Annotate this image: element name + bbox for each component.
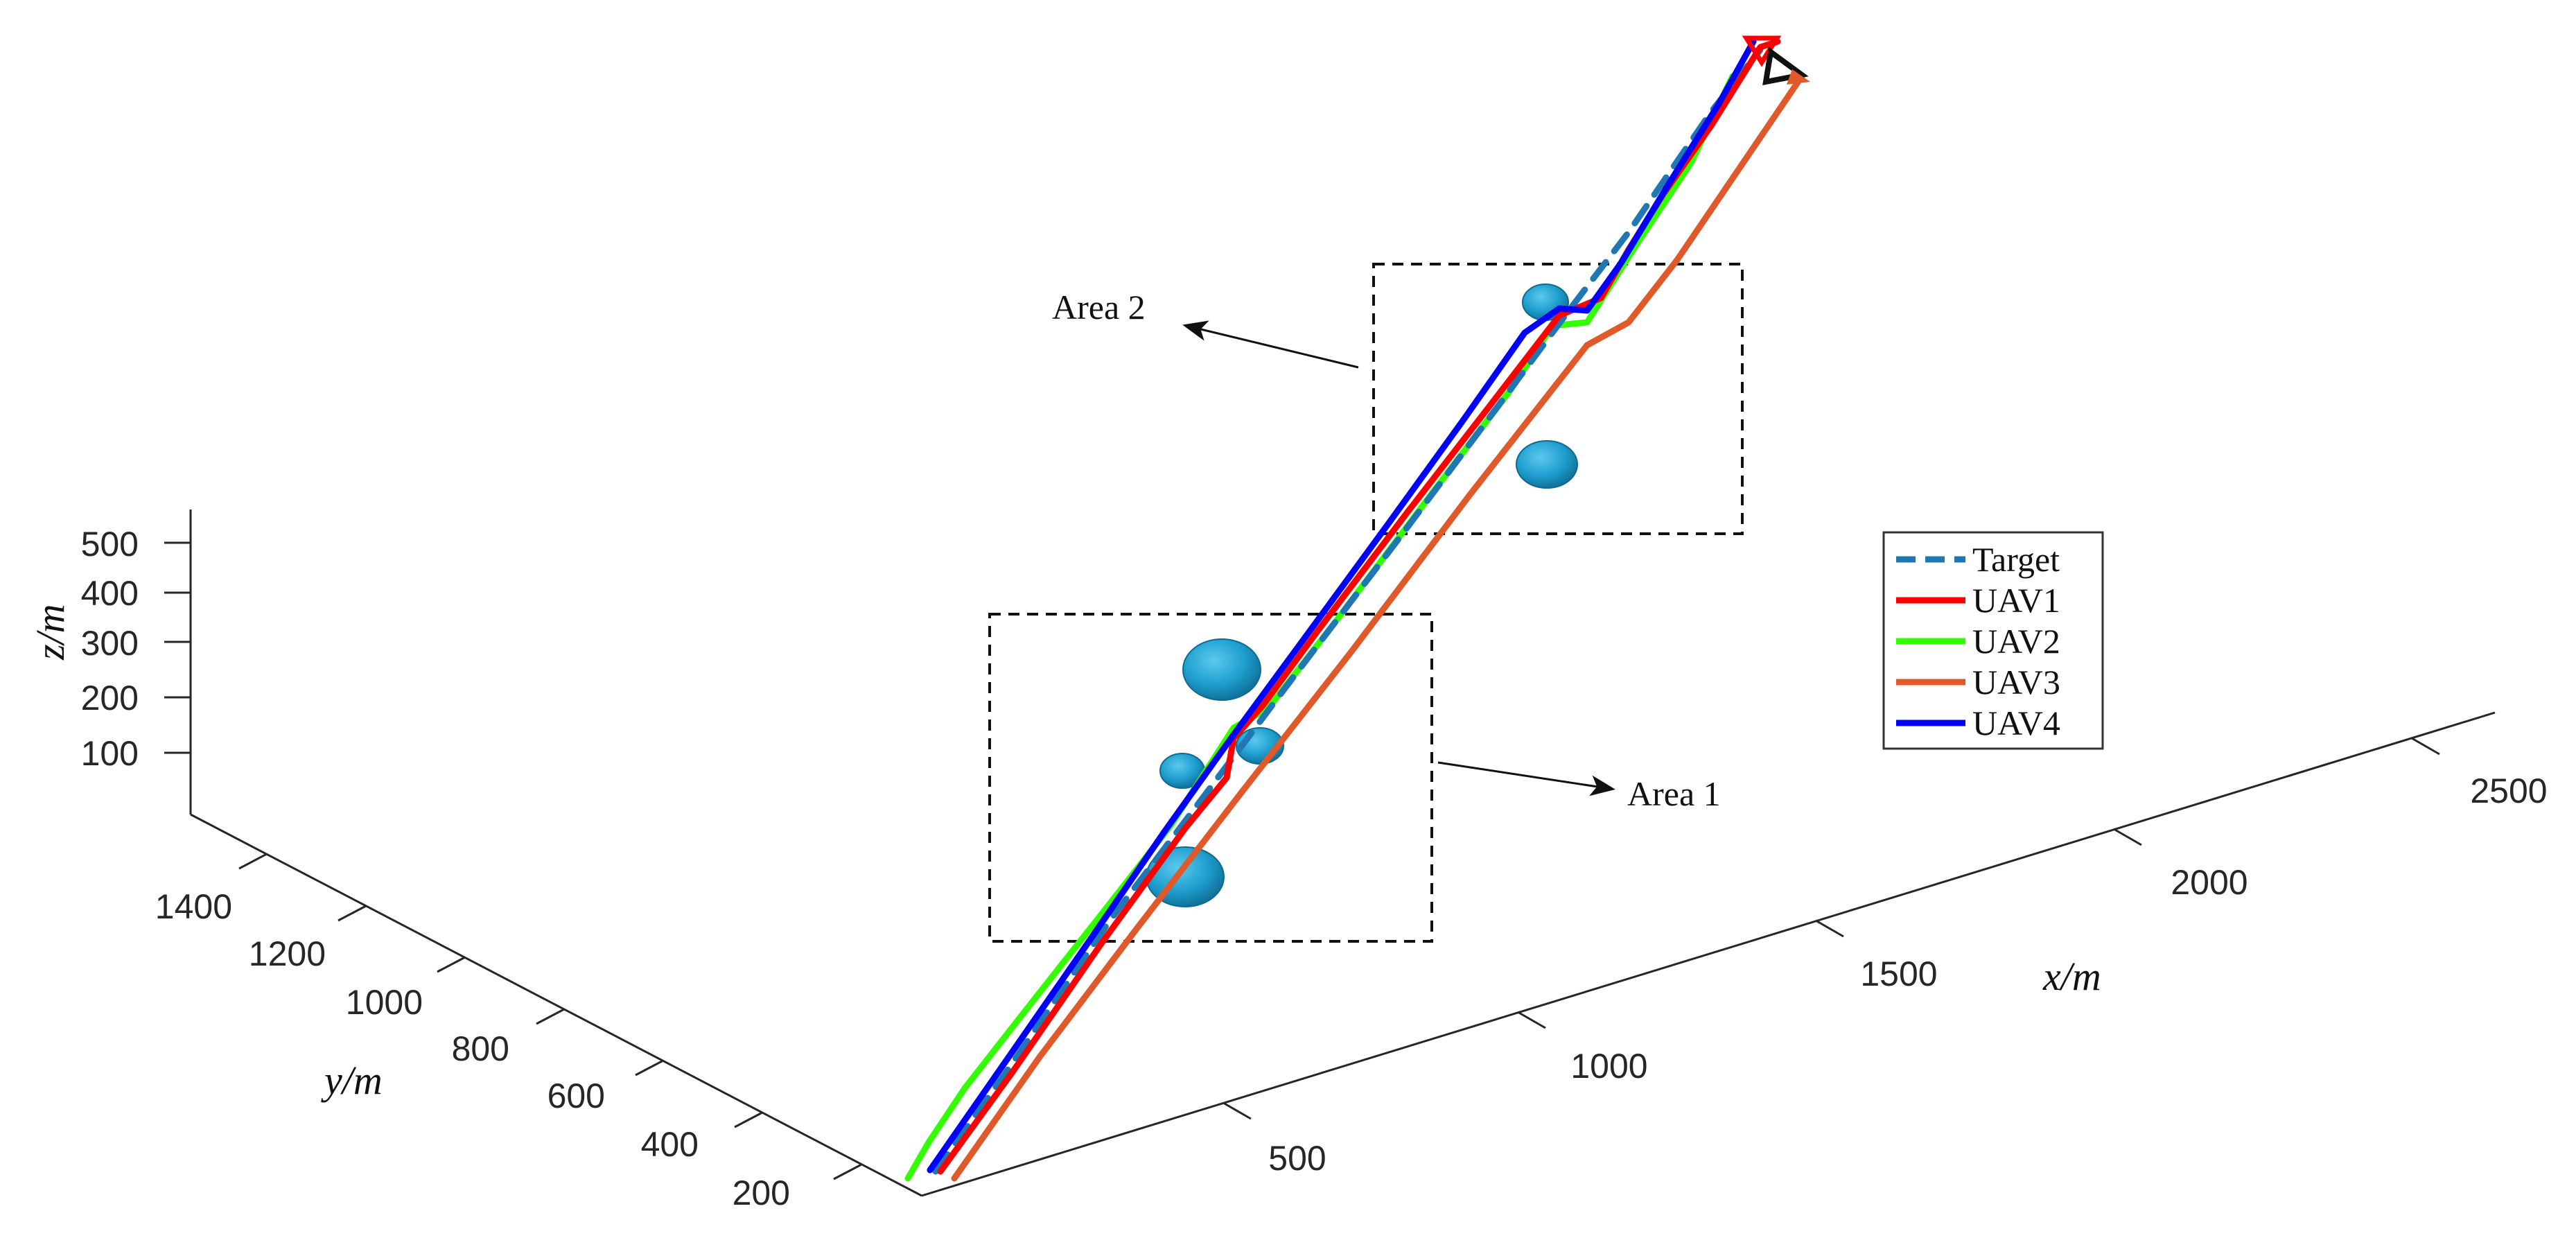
uav3-end-marker [1787,69,1810,85]
area1-box [988,613,1433,943]
area2-arrow [1182,320,1359,369]
y-tick [238,853,268,870]
legend: Target UAV1 UAV2 UAV3 UAV4 [1882,531,2104,750]
y-tick [833,1163,862,1180]
legend-item: UAV4 [1896,704,2060,742]
y-ticks: 1400 1200 1000 800 600 400 200 [155,853,862,1212]
area2-box [1372,263,1744,535]
y-tick-label: 1200 [249,934,326,973]
end-markers [1742,35,1810,86]
x-tick [2411,737,2440,756]
z-tick-label: 100 [81,734,139,773]
obstacle-sphere [1516,440,1578,489]
x-axis-title: x/m [2042,954,2101,999]
legend-label: UAV3 [1972,663,2060,701]
y-tick [734,1111,763,1128]
y-tick-label: 1000 [346,983,423,1022]
y-tick-label: 800 [452,1029,509,1068]
x-axis-line [921,711,2496,1197]
y-tick-label: 400 [641,1125,699,1164]
legend-item: Target [1896,540,2060,579]
trajectories [904,38,1805,1182]
y-tick-label: 200 [733,1174,790,1212]
x-tick-label: 1500 [1860,954,1937,993]
area1-label: Area 1 [1627,774,1721,813]
z-tick-label: 500 [81,525,139,564]
x-tick-label: 2000 [2171,863,2248,902]
x-tick [1815,919,1844,938]
legend-label: Target [1972,540,2060,579]
series-line-uav3 [951,73,1805,1182]
axes [189,509,2496,1197]
y-axis-title: y/m [321,1058,383,1103]
y-tick-label: 1400 [155,887,232,926]
x-tick [1223,1101,1252,1120]
legend-item: UAV2 [1896,622,2060,661]
annotations: Area 2 Area 1 [1052,288,1721,813]
x-tick-label: 2500 [2470,771,2547,810]
series-line-uav4 [927,38,1757,1174]
x-tick [2113,828,2142,846]
series-line-target [932,46,1764,1175]
z-tick-label: 300 [81,624,139,663]
z-tick-label: 400 [81,574,139,613]
y-tick [338,905,367,922]
z-axis-title: z/m [28,604,73,661]
legend-item: UAV1 [1896,581,2060,620]
area2-label: Area 2 [1052,288,1146,326]
legend-label: UAV4 [1972,704,2060,742]
x-ticks: 500 1000 1500 2000 2500 [1223,737,2548,1178]
target-end-marker [1762,46,1809,86]
legend-label: UAV2 [1972,622,2060,661]
x-tick [1517,1011,1546,1029]
legend-label: UAV1 [1972,581,2060,620]
z-ticks: 100 200 300 400 500 [81,525,191,773]
area1-arrow [1437,761,1615,796]
x-tick-label: 500 [1268,1139,1326,1178]
z-tick-label: 200 [81,679,139,717]
y-tick-label: 600 [547,1076,605,1115]
y-tick [437,956,466,973]
x-tick-label: 1000 [1570,1047,1647,1086]
y-tick [536,1008,565,1025]
obstacle-sphere [1182,638,1261,701]
legend-item: UAV3 [1896,663,2060,701]
y-tick [635,1059,664,1076]
y-axis-line [190,813,922,1197]
